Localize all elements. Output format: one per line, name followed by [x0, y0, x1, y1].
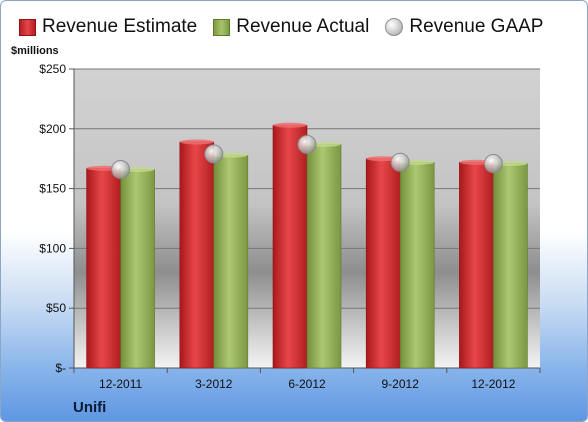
legend: Revenue Estimate Revenue Actual Revenue …	[19, 16, 577, 38]
x-tick-label: 6-2012	[288, 377, 326, 391]
tick-labels: $- $50 $100 $150 $200 $250 12-2011 3-2012 6-2012…	[39, 62, 515, 391]
x-tick-label: 9-2012	[382, 377, 420, 391]
bar-revenue-actual	[213, 154, 249, 369]
bars	[86, 122, 528, 369]
marker-revenue-gaap	[111, 159, 131, 179]
marker-revenue-gaap	[483, 153, 503, 173]
bar-revenue-actual	[399, 161, 435, 369]
legend-label-gaap: Revenue GAAP	[409, 16, 544, 37]
y-tick-label: $-	[55, 361, 66, 375]
legend-item-estimate: Revenue Estimate	[19, 16, 197, 38]
y-tick-label: $100	[39, 241, 66, 255]
legend-label-actual: Revenue Actual	[236, 16, 370, 37]
legend-item-gaap: Revenue GAAP	[385, 16, 543, 38]
bar-revenue-actual	[306, 144, 342, 369]
x-tick-label: 3-2012	[195, 377, 233, 391]
y-tick-label: $250	[39, 62, 66, 76]
bar-revenue-actual	[493, 163, 528, 369]
bar-revenue-estimate	[459, 161, 494, 369]
legend-swatch-estimate	[19, 18, 36, 36]
gaap-markers	[111, 134, 503, 179]
x-tick-label: 12-2011	[99, 377, 142, 391]
bar-revenue-estimate	[272, 124, 308, 369]
y-axis-units-label: $millions	[11, 45, 59, 57]
legend-item-actual: Revenue Actual	[213, 16, 369, 38]
bar-cap-estimate	[273, 122, 307, 128]
bar-cap-estimate	[179, 139, 214, 145]
marker-revenue-gaap	[390, 152, 410, 172]
bar-revenue-actual	[120, 169, 155, 369]
y-tick-label: $150	[39, 182, 66, 196]
marker-revenue-gaap	[297, 134, 317, 154]
legend-swatch-actual	[213, 18, 231, 36]
x-tick-label: 12-2012	[471, 377, 515, 391]
bar-revenue-estimate	[365, 158, 401, 369]
y-tick-label: $50	[46, 301, 66, 315]
legend-label-estimate: Revenue Estimate	[42, 16, 198, 37]
y-tick-label: $200	[39, 122, 66, 136]
marker-revenue-gaap	[204, 144, 224, 164]
bar-revenue-estimate	[179, 141, 215, 369]
legend-swatch-gaap	[385, 18, 404, 36]
company-name: Unifi	[73, 399, 107, 416]
bar-revenue-estimate	[86, 167, 121, 369]
